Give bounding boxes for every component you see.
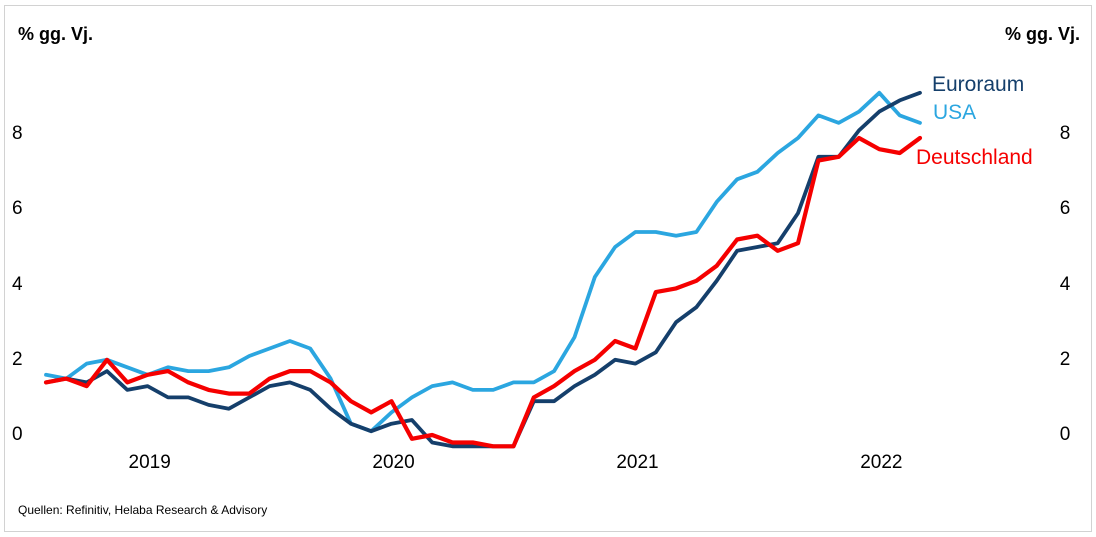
y-axis-tick-label-right-6: 6	[1059, 198, 1071, 220]
y-axis-tick-label-right-0: 0	[1059, 424, 1071, 445]
x-axis-year-label-2021: 2021	[616, 452, 659, 473]
y-axis-tick-label-left-0: 0	[12, 424, 23, 445]
y-axis-unit-label-right: % gg. Vj.	[1004, 24, 1080, 44]
legend-label-euroraum: Euroraum	[932, 73, 1025, 96]
y-axis-tick-label-left-6: 6	[12, 198, 23, 220]
source-note: Quellen: Refinitiv, Helaba Research & Ad…	[18, 503, 268, 517]
x-axis-year-label-2022: 2022	[860, 452, 903, 473]
y-axis-tick-label-right-4: 4	[1059, 273, 1071, 295]
y-axis-tick-label-right-8: 8	[1059, 123, 1071, 145]
y-axis-unit-label-left: % gg. Vj.	[18, 24, 94, 44]
chart-frame-border	[4, 5, 1092, 532]
x-axis-year-label-2019: 2019	[128, 452, 171, 473]
y-axis-tick-label-left-8: 8	[12, 123, 23, 145]
x-axis-year-label-2020: 2020	[372, 452, 415, 473]
y-axis-tick-label-left-2: 2	[12, 348, 23, 370]
legend-label-usa: USA	[933, 101, 977, 124]
series-line-usa	[44, 90, 922, 434]
y-axis-tick-label-right-2: 2	[1059, 348, 1071, 370]
legend-label-deutschland: Deutschland	[916, 146, 1033, 169]
series-line-deutschland	[43, 135, 923, 449]
y-axis-tick-label-left-4: 4	[12, 273, 23, 295]
